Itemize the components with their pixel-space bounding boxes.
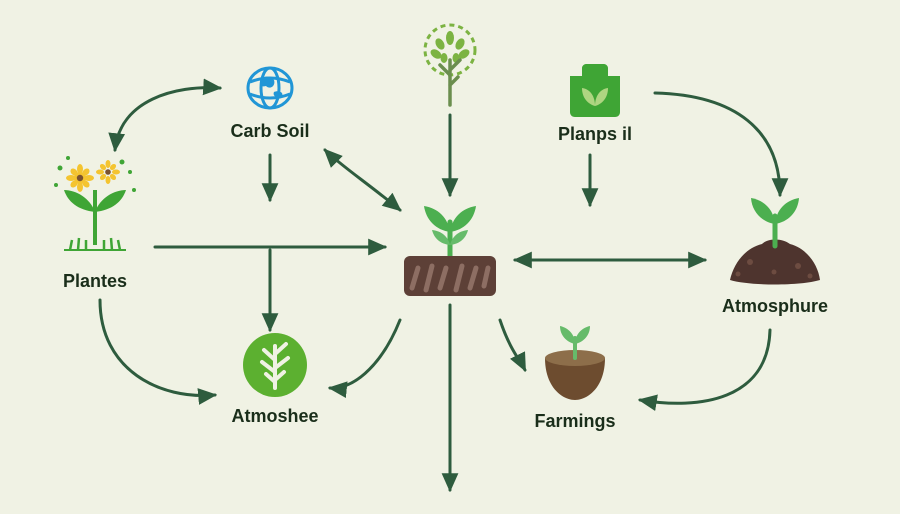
atmoshee-badge-icon [240,330,310,400]
tree-dashed-icon [410,20,490,110]
sunflower-icon [50,150,140,260]
node-planps: Planps il [550,62,640,145]
node-carb-soil: Carb Soil [225,60,315,142]
node-tree-top [410,20,490,115]
label-planps: Planps il [550,124,640,145]
node-plantes: Plantes [50,150,140,292]
node-atmosphure: Atmosphure [715,190,835,317]
soil-sprout-icon [390,190,510,305]
globe-icon [240,60,300,115]
label-atmoshee: Atmoshee [220,406,330,427]
plant-block-icon [564,62,626,118]
soil-mound-icon [720,190,830,290]
node-atmoshee: Atmoshee [220,330,330,427]
node-farmings: Farmings [520,320,630,432]
label-atmosphure: Atmosphure [715,296,835,317]
label-plantes: Plantes [50,271,140,292]
label-farmings: Farmings [520,411,630,432]
node-soil-center [390,190,510,310]
pot-sprout-icon [533,320,618,405]
label-carb-soil: Carb Soil [225,121,315,142]
